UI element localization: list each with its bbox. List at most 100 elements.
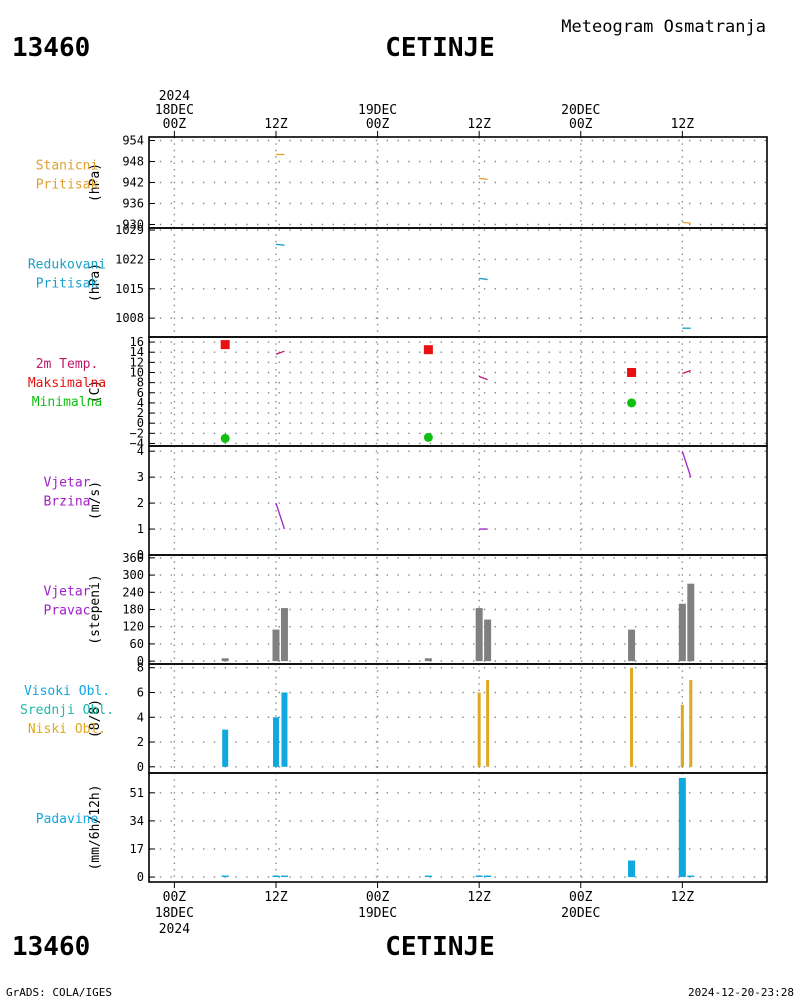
bar	[272, 875, 280, 878]
y-tick-label: 942	[122, 176, 144, 190]
x-tick-label: 12Z	[671, 117, 695, 132]
panel-frame	[148, 663, 768, 774]
y-tick-label: 360	[122, 551, 144, 565]
y-tick-label: 2	[137, 496, 144, 510]
panel-label: Pravac	[44, 603, 91, 618]
y-tick-label: 0	[137, 416, 144, 430]
y-tick-label: 240	[122, 585, 144, 599]
y-tick-label: 1008	[115, 311, 144, 325]
x-tick-label: 12Z	[671, 890, 695, 905]
panel-label: Vjetar	[44, 584, 91, 599]
x-tick-label: 19DEC	[358, 906, 397, 921]
y-tick-label: 948	[122, 155, 144, 169]
y-tick-label: 0	[137, 548, 144, 562]
y-tick-label: 10	[130, 365, 144, 379]
min-temp-point	[220, 433, 230, 443]
bar	[222, 729, 229, 767]
panel-wind-direction: 0 60 120 180 240 300 360 (stepeni)Vjetar Pravac	[44, 551, 768, 668]
footer-credit: GrADS: COLA/IGES	[6, 986, 112, 999]
y-tick-label: −2	[130, 426, 144, 440]
x-tick-label: 12Z	[467, 890, 491, 905]
y-tick-label: 16	[130, 335, 144, 349]
bar	[475, 875, 483, 878]
y-tick-label: 0	[137, 760, 144, 774]
y-tick-label: 0	[137, 870, 144, 884]
y-tick-label: 14	[130, 345, 144, 359]
panel-label: Visoki Obl.	[24, 684, 110, 699]
y-tick-label: 12	[130, 355, 144, 369]
x-tick-label: 2024	[159, 89, 190, 104]
panel-label: Vjetar	[44, 475, 91, 490]
y-tick-label: 1022	[115, 252, 144, 266]
series-segment	[275, 502, 286, 530]
y-tick-label: 2	[137, 406, 144, 420]
bar	[628, 629, 636, 662]
panel-frame	[148, 772, 768, 883]
series-segment	[682, 221, 691, 224]
series-segment	[479, 177, 488, 180]
panel-wind-speed: 0 1 2 3 4 (m/s)Vjetar Brzina	[44, 444, 768, 562]
x-tick-label: 00Z	[366, 890, 390, 905]
y-tick-label: 2	[137, 735, 144, 749]
bar	[221, 658, 229, 662]
y-tick-label: 8	[137, 376, 144, 390]
x-tick-label: 18DEC	[155, 103, 194, 118]
y-axis-label: (m/s)	[88, 481, 103, 520]
y-tick-label: 6	[137, 386, 144, 400]
max-temp-point	[220, 340, 230, 350]
min-temp-point	[423, 432, 433, 442]
y-axis-label: (C)	[88, 380, 103, 403]
y-axis-label: (stepeni)	[88, 574, 103, 644]
bar	[424, 875, 432, 878]
bar	[424, 658, 432, 662]
y-tick-label: 3	[137, 470, 144, 484]
x-tick-label: 00Z	[569, 890, 593, 905]
panel-frame	[148, 336, 768, 447]
bar	[687, 583, 695, 662]
panel-label: Srednji Obl.	[20, 703, 114, 718]
bar	[678, 777, 686, 878]
y-tick-label: 4	[137, 444, 144, 458]
y-tick-label: 6	[137, 685, 144, 699]
panel-frame	[148, 445, 768, 556]
bar	[484, 619, 492, 662]
max-temp-point	[423, 345, 433, 355]
panel-label: Minimalna	[32, 395, 102, 410]
y-tick-label: 930	[122, 218, 144, 232]
bar	[221, 875, 229, 878]
footer-timestamp: 2024-12-20-23:28	[688, 986, 794, 999]
y-tick-label: 60	[130, 637, 144, 651]
bar	[680, 704, 684, 767]
series-segment	[682, 369, 692, 375]
x-tick-label: 00Z	[163, 117, 187, 132]
panel-label: 2m Temp.	[36, 357, 99, 372]
panel-label: Pritisak	[36, 178, 99, 193]
panel-precipitation: 0 17 34 51 (mm/6h/12h)Padavine	[36, 772, 768, 884]
y-tick-label: 936	[122, 197, 144, 211]
bar	[678, 603, 686, 662]
bar	[281, 692, 288, 767]
series-segment	[681, 450, 692, 478]
bar	[486, 680, 490, 767]
panel-label: Brzina	[44, 494, 91, 509]
series-segment	[478, 375, 488, 381]
panel-label: Niski Obl.	[28, 722, 106, 737]
y-tick-label: 34	[130, 814, 144, 828]
x-tick-label: 18DEC	[155, 906, 194, 921]
panel-label: Pritisak	[36, 276, 99, 291]
bar	[272, 717, 279, 767]
y-tick-label: 180	[122, 603, 144, 617]
y-tick-label: 1029	[115, 223, 144, 237]
x-tick-label: 00Z	[163, 890, 187, 905]
panel-label: Padavine	[36, 812, 99, 827]
y-tick-label: 1015	[115, 282, 144, 296]
y-tick-label: 1	[137, 522, 144, 536]
y-tick-label: 8	[137, 661, 144, 675]
bar	[687, 875, 695, 878]
y-axis-label: (hPa)	[88, 263, 103, 302]
panel-label: Redukovani	[28, 257, 106, 272]
x-tick-label: 19DEC	[358, 103, 397, 118]
